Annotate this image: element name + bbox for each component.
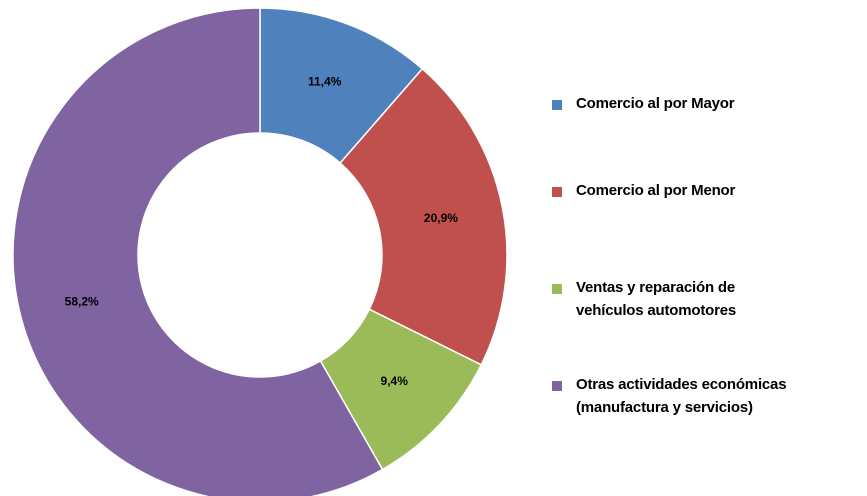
legend-item: Ventas y reparación de vehículos automot… [552,279,736,322]
legend-label: Otras actividades económicas (manufactur… [576,376,787,416]
data-label: 9,4% [381,374,409,388]
slice [12,7,384,496]
legend-label: Comercio al por Menor [576,182,736,199]
data-label: 11,4% [308,74,342,88]
legend-label: Ventas y reparación de vehículos automot… [576,279,737,319]
legend-swatch [552,284,562,294]
legend-item: Otras actividades económicas (manufactur… [552,376,787,419]
legend-item: Comercio al por Menor [552,182,735,202]
legend: Comercio al por Mayor Comercio al por Men… [552,0,867,496]
legend-swatch [552,187,562,197]
slice [339,67,508,366]
legend-label: Comercio al por Mayor [576,95,735,112]
legend-item: Comercio al por Mayor [552,95,735,115]
legend-swatch [552,100,562,110]
legend-swatch [552,381,562,391]
data-label: 20,9% [424,211,458,225]
data-label: 58,2% [65,295,99,309]
